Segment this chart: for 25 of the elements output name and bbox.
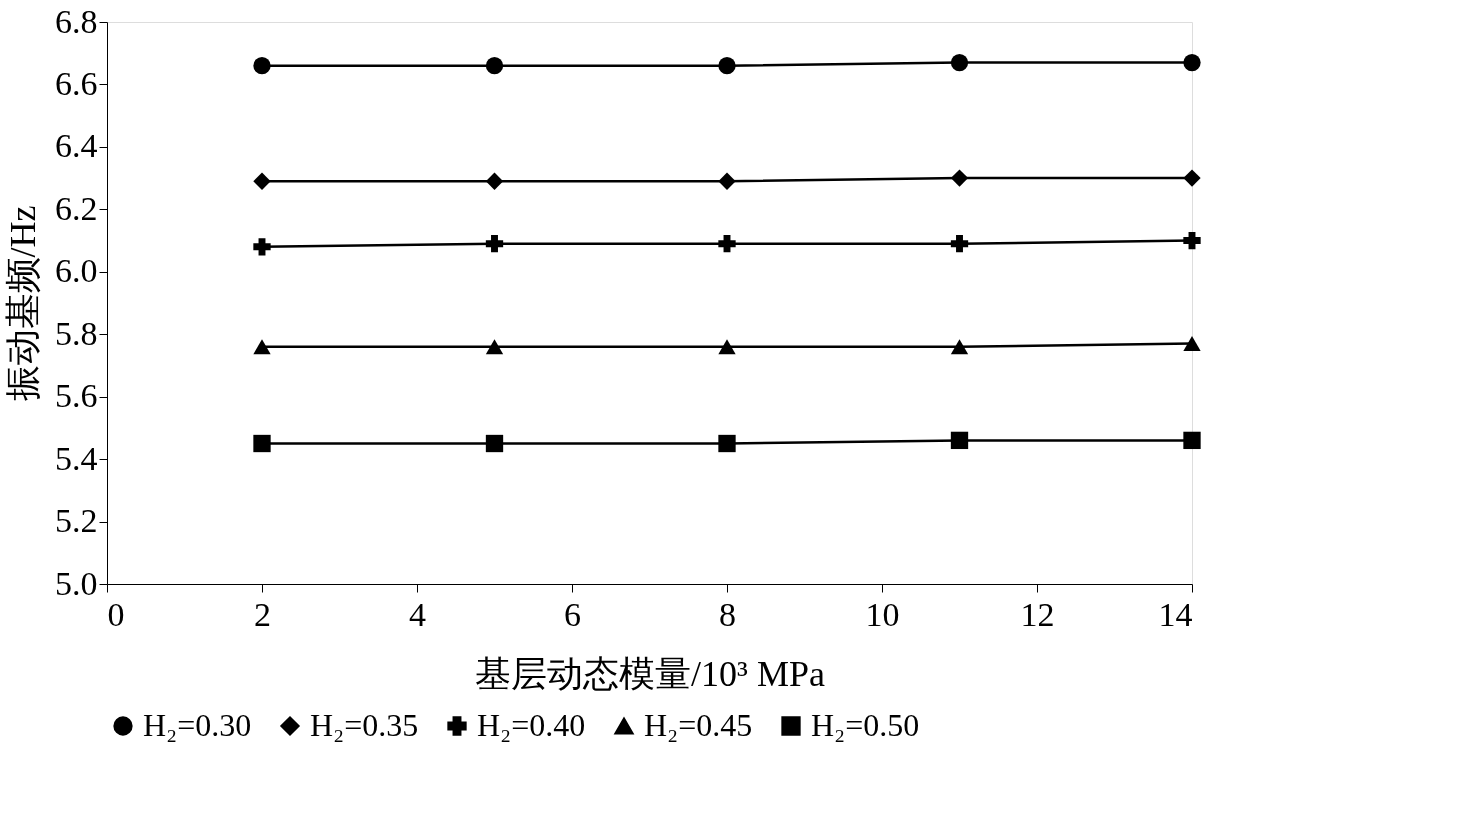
x-tick-label: 14 xyxy=(1158,595,1193,633)
y-tick-label: 5.4 xyxy=(55,439,98,477)
y-tick-label: 6.2 xyxy=(55,189,98,227)
y-tick-label: 5.0 xyxy=(55,564,98,602)
x-tick-label: 10 xyxy=(865,595,900,633)
y-tick-label: 5.6 xyxy=(55,377,98,415)
legend-label: H₂=0.45 xyxy=(644,707,753,743)
y-tick-label: 6.4 xyxy=(55,127,98,165)
x-tick-label: 8 xyxy=(719,595,736,633)
y-tick-label: 6.8 xyxy=(55,2,98,40)
legend-label: H₂=0.35 xyxy=(310,707,419,743)
x-tick-label: 4 xyxy=(409,595,426,633)
legend-label: H₂=0.50 xyxy=(811,707,920,743)
x-tick-label: 12 xyxy=(1020,595,1055,633)
y-tick-label: 5.8 xyxy=(55,314,98,352)
x-axis-title: 基层动态模量/10³ MPa xyxy=(475,653,825,694)
y-tick-label: 5.2 xyxy=(55,502,98,540)
x-tick-label: 6 xyxy=(564,595,581,633)
legend-label: H₂=0.40 xyxy=(477,707,586,743)
y-tick-label: 6.0 xyxy=(55,252,98,290)
x-tick-label: 2 xyxy=(254,595,271,633)
legend-label: H₂=0.30 xyxy=(143,707,252,743)
y-axis-title: 振动基频/Hz xyxy=(3,205,43,402)
y-tick-label: 6.6 xyxy=(55,64,98,102)
x-tick-label: 0 xyxy=(107,595,125,633)
